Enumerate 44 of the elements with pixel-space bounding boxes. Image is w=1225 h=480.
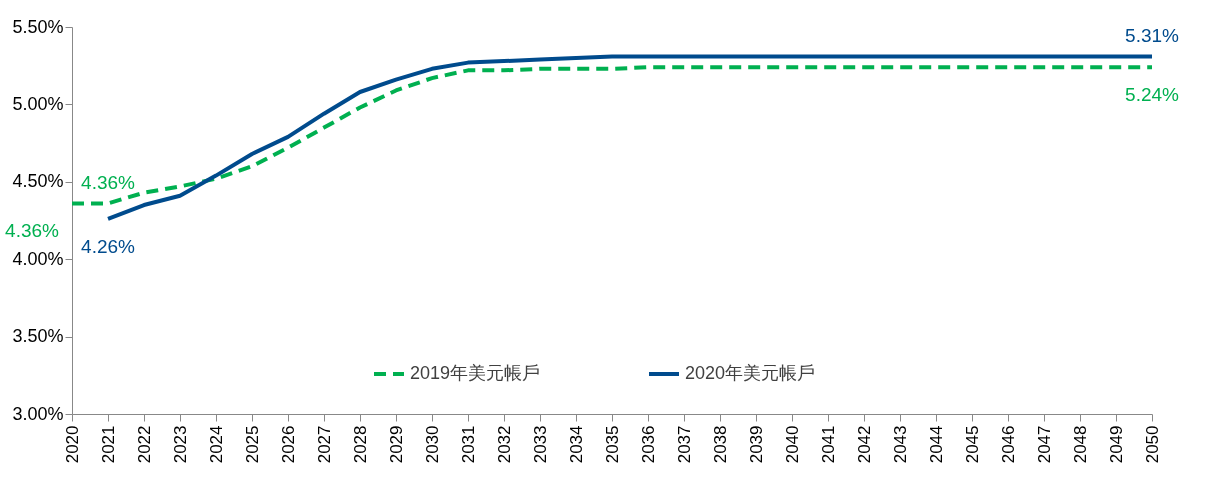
x-tick-label: 2023 xyxy=(170,425,190,464)
x-tick-label: 2028 xyxy=(350,425,370,464)
x-tick-label: 2048 xyxy=(1070,425,1090,464)
data-label: 4.36% xyxy=(5,220,60,242)
x-tick-label: 2046 xyxy=(998,425,1018,464)
x-tick-label: 2030 xyxy=(422,425,442,464)
x-tick-label: 2022 xyxy=(134,425,154,464)
x-tick-label: 2025 xyxy=(242,425,262,464)
x-tick-label: 2038 xyxy=(710,425,730,464)
x-tick-label: 2043 xyxy=(890,425,910,464)
x-tick-label: 2032 xyxy=(494,425,514,464)
y-tick-label: 3.00% xyxy=(12,403,64,424)
x-tick-label: 2039 xyxy=(746,425,766,464)
x-tick-label: 2050 xyxy=(1142,425,1162,464)
data-label: 4.36% xyxy=(81,172,136,194)
x-tick-label: 2041 xyxy=(818,425,838,464)
x-tick-label: 2045 xyxy=(962,425,982,464)
x-tick-label: 2049 xyxy=(1106,425,1126,464)
x-tick-label: 2033 xyxy=(530,425,550,464)
legend-label: 2020年美元帳戶 xyxy=(685,363,816,383)
x-tick-label: 2027 xyxy=(314,425,334,464)
x-tick-label: 2034 xyxy=(566,425,586,464)
x-tick-label: 2044 xyxy=(926,425,946,464)
x-tick-label: 2036 xyxy=(638,425,658,464)
x-tick-label: 2024 xyxy=(206,425,226,464)
x-tick-label: 2047 xyxy=(1034,425,1054,464)
x-tick-label: 2035 xyxy=(602,425,622,464)
y-tick-label: 5.00% xyxy=(12,93,64,114)
x-tick-label: 2021 xyxy=(98,425,118,464)
data-label: 4.26% xyxy=(81,235,136,257)
y-tick-label: 3.50% xyxy=(12,326,64,347)
x-tick-label: 2029 xyxy=(386,425,406,464)
y-tick-label: 4.50% xyxy=(12,171,64,192)
y-tick-label: 4.00% xyxy=(12,248,64,269)
x-tick-label: 2042 xyxy=(854,425,874,464)
x-tick-label: 2040 xyxy=(782,425,802,464)
y-tick-label: 5.50% xyxy=(12,16,64,37)
x-tick-label: 2031 xyxy=(458,425,478,464)
data-label: 5.24% xyxy=(1125,84,1180,106)
x-tick-label: 2020 xyxy=(62,425,82,464)
legend-label: 2019年美元帳戶 xyxy=(410,363,541,383)
data-label: 5.31% xyxy=(1125,25,1180,47)
x-tick-label: 2026 xyxy=(278,425,298,464)
x-tick-label: 2037 xyxy=(674,425,694,464)
